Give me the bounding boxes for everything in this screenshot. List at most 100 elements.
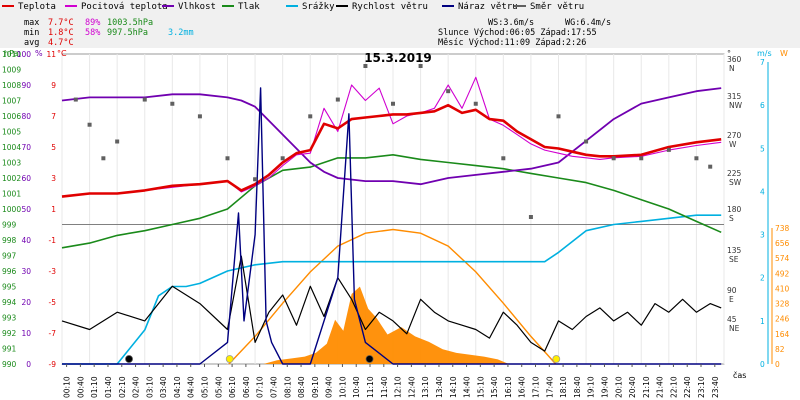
solar-tick: 328 [775,300,790,309]
x-tick-label: 09:40 [325,376,334,398]
pressure-tick: 997 [2,252,17,261]
moonrise-marker [365,355,374,363]
x-tick-label: 05:40 [214,376,223,398]
x-tick-label: 23:10 [697,376,706,398]
direction-point [501,156,506,161]
direction-point [528,215,533,219]
humidity-tick: 20 [21,298,31,307]
direction-point [391,101,395,106]
sun-times: Slunce Východ:06:05 Západ:17:55 [438,28,597,38]
max-temp: 7.7°C [48,18,74,28]
legend-item: Tlak [222,2,260,13]
min-rain: 3.2mm [168,28,194,38]
direction-tick: 360 [727,55,742,64]
solar-tick: 0 [775,360,780,369]
max-label: max [24,18,40,28]
pressure-tick: 996 [2,267,17,276]
solar-tick: 410 [775,284,790,293]
sunset-marker [552,355,561,363]
direction-axis-label: ° [727,49,731,58]
wind-gust-stat: WG:6.4m/s [565,18,612,28]
wind-tick: 4 [760,187,765,196]
pressure-tick: 1002 [2,174,21,183]
x-tick-label: 16:10 [504,376,513,398]
max-press: 1003.5hPa [107,18,154,28]
pressure-tick: 990 [2,360,17,369]
moonset-marker [125,355,133,363]
pressure-axis-label: hPa [4,49,19,58]
x-tick-label: 04:40 [187,376,196,398]
legend-swatch [286,4,298,7]
min-temp: 1.8°C [48,28,74,38]
x-tick-label: 02:10 [118,376,127,398]
x-tick-label: 20:40 [628,376,637,398]
series-line-sr-ky [62,214,722,365]
direction-point [418,64,423,68]
pressure-tick: 998 [2,236,17,245]
pressure-tick: 993 [2,314,17,323]
pressure-tick: 999 [2,221,17,230]
min-press: 997.5hPa [107,28,148,38]
temperature-tick: 9 [51,81,56,90]
temperature-tick: 3 [51,174,56,183]
chart-title: 15.3.2019 [364,51,432,65]
x-tick-label: 04:10 [173,376,182,398]
moon-times: Měsíc Východ:11:09 Západ:2:26 [438,38,587,48]
humidity-tick: 0 [26,360,31,369]
solar-tick: 492 [775,269,790,278]
wind-tick: 5 [760,144,765,153]
legend-label: Náraz větru [458,2,518,12]
legend-swatch [442,4,454,7]
series-line-teplota [61,103,722,198]
pressure-tick: 1000 [2,205,21,214]
pressure-tick: 1001 [2,190,21,199]
legend-label: Srážky [302,2,335,12]
legend-item: Teplota [2,2,56,13]
x-tick-label: 15:10 [476,376,485,398]
direction-point [363,64,368,68]
direction-point [197,114,202,119]
x-axis-label: čas [733,370,746,380]
legend-swatch [336,4,348,7]
x-tick-label: 11:40 [380,376,389,398]
wind-speed-stat: WS:3.6m/s [488,18,535,28]
direction-tick: 270 [727,131,742,140]
direction-point [115,139,120,144]
x-tick-label: 03:10 [145,376,154,398]
direction-tick: 90 [727,286,737,295]
x-tick-label: 01:10 [90,376,99,398]
x-tick-label: 14:10 [449,376,458,398]
series-line-n-raz-v-tru [62,87,722,365]
direction-point [473,101,478,106]
sunrise-marker [225,355,234,363]
humidity-tick: 10 [21,329,31,338]
legend-swatch [514,4,526,7]
wind-axis-label: m/s [757,49,772,58]
x-tick-label: 11:10 [366,376,375,398]
direction-point [101,156,106,161]
x-tick-label: 09:10 [311,376,320,398]
legend-label: Rychlost větru [352,2,428,12]
direction-point [73,97,78,102]
stats-panel: max 7.7°C 89% 1003.5hPa min 1.8°C 58% 99… [0,16,800,48]
x-tick-label: 21:10 [642,376,651,398]
wind-tick: 1 [760,317,765,326]
x-tick-label: 20:10 [614,376,623,398]
pressure-tick: 1007 [2,97,21,106]
pressure-tick: 1009 [2,66,21,75]
pressure-tick: 994 [2,298,17,307]
temperature-tick: 11 [46,50,56,59]
temperature-tick: -1 [49,236,57,245]
x-tick-label: 01:40 [104,376,113,398]
legend: Teplota Pocitová teplota Vlhkost Tlak Srážky… [0,0,800,17]
temperature-tick: -5 [49,298,57,307]
x-tick-label: 17:40 [545,376,554,398]
legend-swatch [222,4,234,7]
solar-area [263,286,509,364]
x-tick-label: 00:10 [63,376,72,398]
direction-tick: W [729,140,737,149]
wind-tick: 0 [760,360,765,369]
wind-tick: 6 [760,101,765,110]
avg-temp: 4.7°C [48,38,74,48]
legend-item: Rychlost větru [336,2,428,13]
